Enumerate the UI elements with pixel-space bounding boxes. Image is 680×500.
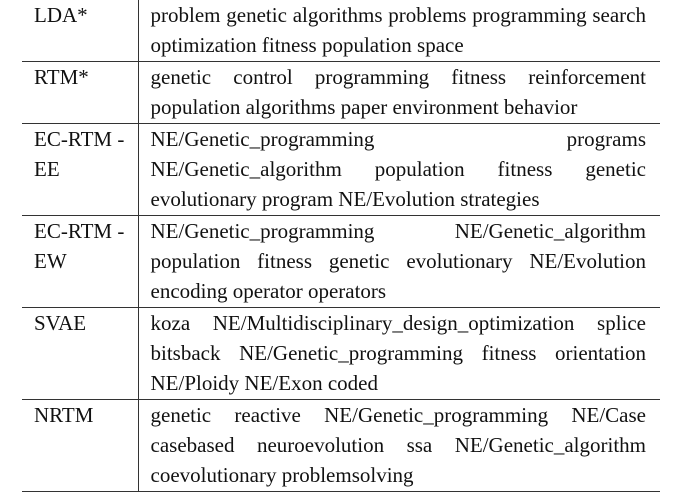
table-row: LDA* problem genetic algorithms problems…	[22, 0, 660, 62]
topic-words-cell: NE/Genetic_programming programs NE/Genet…	[138, 123, 660, 216]
model-name-cell: EC-RTM -EW	[22, 215, 139, 308]
table-row: EC-RTM -EE NE/Genetic_programming progra…	[22, 123, 660, 216]
table-row: EC-RTM -EW NE/Genetic_programming NE/Gen…	[22, 215, 660, 308]
model-name-cell: SVAE	[22, 307, 139, 400]
model-name-cell: EC-RTM -EE	[22, 123, 139, 216]
topics-table-grid: LDA* problem genetic algorithms problems…	[22, 0, 660, 492]
model-name-cell: LDA*	[22, 0, 139, 62]
table-row: NRTM genetic reactive NE/Genetic_program…	[22, 399, 660, 492]
model-name-cell: NRTM	[22, 399, 139, 492]
topic-words-cell: genetic control programming fitness rein…	[138, 61, 660, 124]
table-row: RTM* genetic control programming fitness…	[22, 61, 660, 124]
topic-words-cell: NE/Genetic_programming NE/Genetic_algori…	[138, 215, 660, 308]
topics-table: LDA* problem genetic algorithms problems…	[22, 0, 660, 492]
topic-words-cell: genetic reactive NE/Genetic_programming …	[138, 399, 660, 492]
model-name-cell: RTM*	[22, 61, 139, 124]
topic-words-cell: problem genetic algorithms problems prog…	[138, 0, 660, 62]
table-row: SVAE koza NE/Multidisciplinary_design_op…	[22, 307, 660, 400]
topic-words-cell: koza NE/Multidisciplinary_design_optimiz…	[138, 307, 660, 400]
